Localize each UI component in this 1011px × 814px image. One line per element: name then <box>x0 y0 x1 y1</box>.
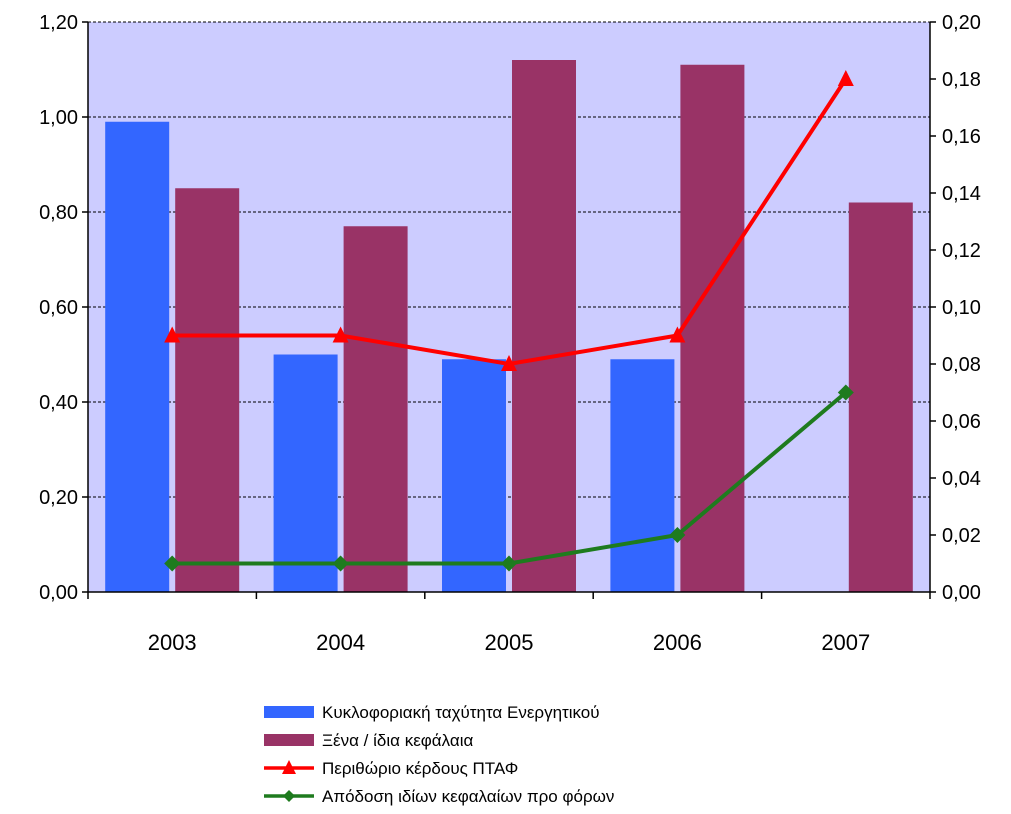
left-tick-label: 0,80 <box>39 202 78 224</box>
right-tick-label: 0,02 <box>942 525 981 547</box>
right-tick-label: 0,14 <box>942 183 981 205</box>
axes: 0,00 0,20 0,40 0,60 0,80 1,00 1,20 0,00 0,02 0,04… <box>39 12 981 655</box>
left-tick-label: 0,60 <box>39 297 78 319</box>
diamond-marker <box>164 555 181 572</box>
x-tick-label: 2003 <box>148 630 197 655</box>
x-tick-label: 2007 <box>821 630 870 655</box>
bar-debt-equity <box>343 226 408 592</box>
series-lines <box>164 70 854 572</box>
right-tick-label: 0,10 <box>942 297 981 319</box>
right-tick-label: 0,12 <box>942 240 981 262</box>
triangle-marker <box>164 326 181 343</box>
bar-debt-equity <box>175 188 240 592</box>
x-tick-label: 2005 <box>485 630 534 655</box>
bar-asset-turnover <box>273 354 338 592</box>
diamond-marker <box>837 384 854 401</box>
right-tick-label: 0,16 <box>942 126 981 148</box>
left-tick-label: 0,20 <box>39 487 78 509</box>
x-tick-label: 2004 <box>316 630 365 655</box>
bar-asset-turnover <box>105 121 170 592</box>
legend-diamond-marker <box>283 790 295 802</box>
legend-swatch <box>264 734 314 746</box>
legend-label: Απόδοση ιδίων κεφαλαίων προ φόρων <box>322 787 614 806</box>
bar-asset-turnover <box>610 359 675 592</box>
legend: Κυκλοφοριακή ταχύτητα Ενεργητικού Ξένα / … <box>264 703 614 806</box>
left-tick-label: 1,20 <box>39 12 78 34</box>
triangle-marker <box>332 326 349 343</box>
x-tick-label: 2006 <box>653 630 702 655</box>
legend-triangle-marker <box>282 760 296 774</box>
left-tick-label: 0,40 <box>39 392 78 414</box>
bar-debt-equity <box>848 202 913 592</box>
triangle-marker <box>669 326 686 343</box>
bar-debt-equity <box>512 60 576 592</box>
diamond-marker <box>501 555 517 572</box>
right-tick-label: 0,08 <box>942 354 981 376</box>
bars <box>105 60 913 592</box>
right-tick-label: 0,20 <box>942 12 981 34</box>
legend-label: Ξένα / ίδια κεφάλαια <box>322 731 473 750</box>
legend-label: Κυκλοφοριακή ταχύτητα Ενεργητικού <box>322 703 600 722</box>
right-tick-label: 0,04 <box>942 468 981 490</box>
left-tick-label: 0,00 <box>39 582 78 604</box>
diamond-marker <box>669 527 686 543</box>
left-tick-label: 1,00 <box>39 107 78 129</box>
bar-debt-equity <box>680 64 745 592</box>
right-tick-label: 0,00 <box>942 582 981 604</box>
triangle-marker <box>501 355 517 371</box>
legend-swatch <box>264 706 314 718</box>
legend-label: Περιθώριο κέρδους ΠΤΑΦ <box>322 759 518 778</box>
right-tick-label: 0,06 <box>942 411 981 433</box>
bar-asset-turnover <box>442 359 506 592</box>
triangle-marker <box>837 70 854 86</box>
right-tick-label: 0,18 <box>942 69 981 91</box>
diamond-marker <box>332 555 349 572</box>
